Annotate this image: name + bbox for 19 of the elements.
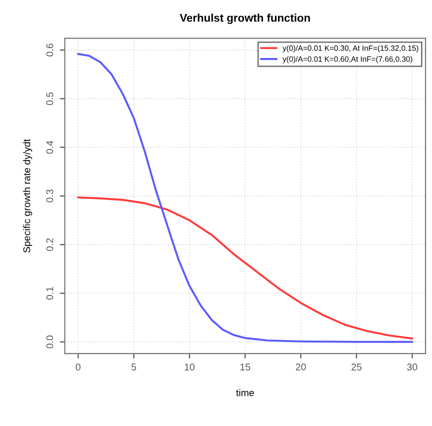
y-tick-label: 0.0 — [46, 336, 54, 348]
line-series — [77, 52, 414, 343]
x-tick-label: 10 — [184, 364, 195, 370]
y-tick-label: 0.5 — [46, 92, 54, 106]
y-tick-label: 0.1 — [46, 286, 54, 300]
x-tick-label: 5 — [132, 364, 136, 370]
line-series — [77, 196, 414, 340]
x-tick-label: 25 — [352, 364, 362, 370]
y-tick-label: 0.2 — [46, 238, 54, 251]
y-axis-title: Specific growth rate dy/ydt — [23, 139, 32, 253]
x-tick-label: 0 — [76, 364, 80, 370]
x-tick-label: 30 — [407, 364, 418, 370]
chart-title: Verhulst growth function — [180, 14, 310, 24]
y-tick-label: 0.6 — [46, 44, 54, 56]
y-tick-label: 0.3 — [46, 190, 54, 202]
x-axis-title: time — [236, 389, 254, 396]
y-tick-label: 0.4 — [46, 140, 54, 154]
x-tick-label: 20 — [296, 364, 306, 370]
x-tick-label: 15 — [240, 364, 250, 370]
